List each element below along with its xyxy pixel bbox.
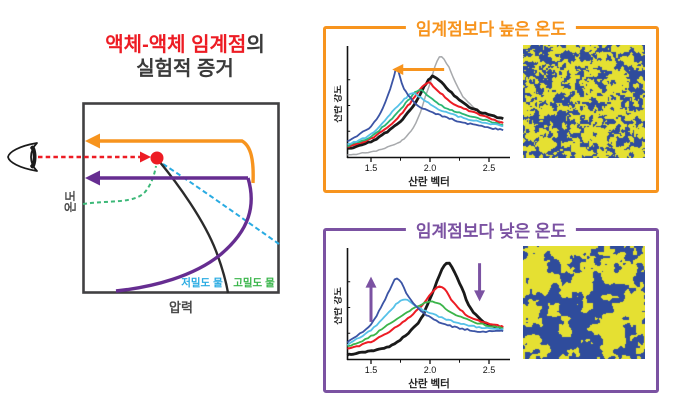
phase-diagram-xlabel: 압력 <box>169 300 193 315</box>
x-tick-label: 2.5 <box>483 163 496 173</box>
black-transition-curve <box>158 160 230 294</box>
arrow-down-head <box>474 290 486 302</box>
green-dashed-high-density-line <box>82 165 157 205</box>
series-green <box>347 300 504 347</box>
x-axis-label: 산란 벡터 <box>408 175 450 188</box>
red-dashed-sightline <box>38 151 151 163</box>
phase-diagram: 저밀도 물 고밀도 물 <box>82 102 280 294</box>
series-red <box>347 285 504 350</box>
series-red <box>347 81 504 148</box>
orange-arrowhead <box>85 133 100 149</box>
y-axis-label: 산란 강도 <box>334 85 344 123</box>
x-tick-label: 1.5 <box>365 365 378 375</box>
main-title-highlight: 액체-액체 임계점 <box>105 34 247 56</box>
orange-path <box>98 139 255 184</box>
series-gray <box>347 56 504 156</box>
high-temp-box-title: 임계점보다 높은 온도 <box>405 15 577 40</box>
high-temp-scattering-plot: 1.5 2.0 2.5 산란 벡터 산란 강도 <box>334 46 510 188</box>
x-tick-label: 1.5 <box>365 163 378 173</box>
arrow-left-head <box>392 63 404 75</box>
purple-coexistence-curve <box>115 177 253 293</box>
eye-icon <box>7 142 38 172</box>
series-blue <box>347 68 504 142</box>
y-axis-label: 산란 강도 <box>334 287 344 325</box>
low-density-water-label: 저밀도 물 <box>181 276 223 289</box>
critical-point-dot <box>150 151 164 165</box>
main-title: 액체-액체 임계점의 실험적 증거 <box>62 33 308 81</box>
x-tick-label: 2.5 <box>483 365 496 375</box>
main-title-suffix: 의 <box>246 34 265 56</box>
high-temp-speckle-image <box>523 45 645 158</box>
purple-arrowhead <box>85 170 100 186</box>
series-black <box>346 261 504 357</box>
main-title-line2: 실험적 증거 <box>136 58 234 80</box>
x-tick-label: 2.0 <box>424 365 437 375</box>
cyan-dashed-low-density-line <box>162 163 280 245</box>
low-temp-speckle-image <box>523 246 645 359</box>
low-temp-scattering-plot: 1.5 2.0 2.5 산란 벡터 산란 강도 <box>334 248 510 390</box>
series-green <box>347 89 504 148</box>
phase-diagram-ylabel: 온도 <box>63 190 78 213</box>
series-cyan <box>347 92 504 146</box>
low-temp-box-title: 임계점보다 낮은 온도 <box>405 217 577 242</box>
high-density-water-label: 고밀도 물 <box>233 277 275 289</box>
red-arrowhead <box>140 151 151 163</box>
x-axis-label: 산란 벡터 <box>408 377 450 390</box>
series-cyan <box>346 298 504 346</box>
phase-diagram-frame <box>82 102 280 294</box>
series-blue <box>346 277 504 344</box>
arrow-up-head <box>365 276 377 288</box>
x-tick-label: 2.0 <box>424 163 437 173</box>
